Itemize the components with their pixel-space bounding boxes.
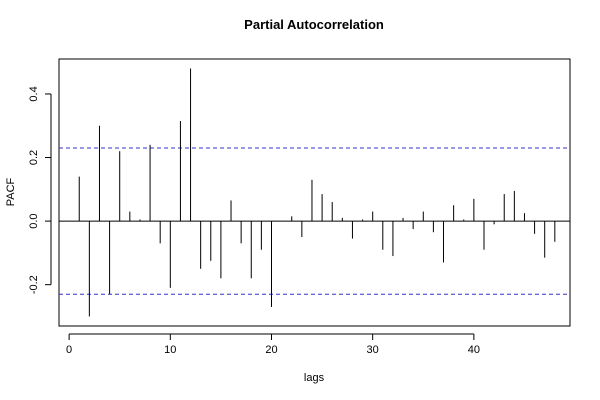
plot-frame <box>58 58 571 327</box>
x-tick-label: 0 <box>66 344 72 356</box>
x-tick-label: 30 <box>367 344 379 356</box>
x-tick-label: 10 <box>164 344 176 356</box>
y-tick-label: 0.0 <box>28 213 40 228</box>
y-axis-label: PACF <box>5 177 17 206</box>
y-tick-label: 0.2 <box>28 150 40 165</box>
chart-title: Partial Autocorrelation <box>244 17 384 32</box>
x-tick-label: 20 <box>265 344 277 356</box>
pacf-bars <box>78 68 556 317</box>
y-tick-label: 0.4 <box>28 86 40 101</box>
confidence-bands <box>59 147 570 295</box>
x-tick-label: 40 <box>468 344 480 356</box>
y-tick-label: -0.2 <box>28 275 40 294</box>
x-axis: 0 10 20 30 40 <box>66 333 480 356</box>
x-axis-label: lags <box>304 372 325 384</box>
y-axis: -0.2 0.0 0.2 0.4 <box>28 86 52 294</box>
